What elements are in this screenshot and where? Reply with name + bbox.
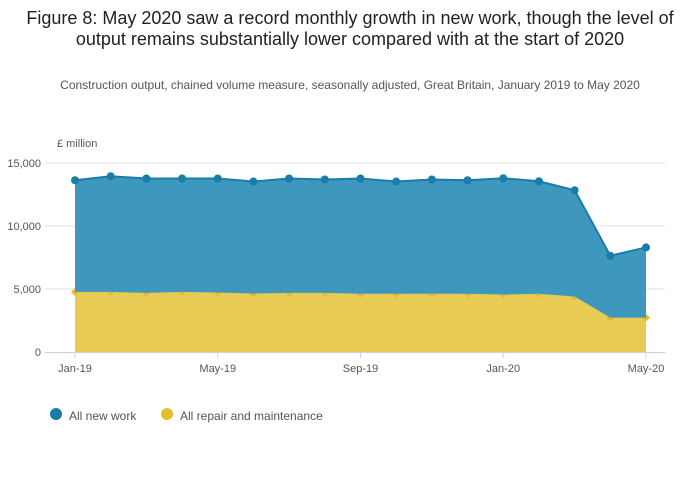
legend-label: All repair and maintenance — [180, 409, 323, 423]
data-point — [249, 177, 258, 186]
data-point — [106, 172, 115, 181]
data-point — [534, 177, 543, 186]
data-point — [356, 174, 365, 183]
y-tick-label: 0 — [35, 347, 41, 359]
data-point — [285, 174, 294, 183]
data-point — [71, 176, 79, 185]
legend-marker — [50, 408, 62, 420]
y-axis-label: £ million — [57, 138, 97, 150]
data-point — [463, 176, 472, 185]
area-new-work — [75, 176, 646, 318]
data-point — [320, 175, 329, 184]
data-point — [142, 174, 151, 183]
data-point — [606, 251, 615, 260]
y-tick-label: 10,000 — [7, 221, 41, 233]
x-tick-label: Sep-19 — [343, 363, 378, 375]
x-tick-label: Jan-19 — [58, 363, 92, 375]
chart-subtitle: Construction output, chained volume meas… — [60, 78, 640, 92]
data-point — [570, 186, 579, 195]
legend-label: All new work — [69, 409, 137, 423]
x-tick-label: May-20 — [628, 363, 665, 375]
y-tick-label: 15,000 — [7, 158, 41, 170]
x-tick-label: Jan-20 — [486, 363, 520, 375]
legend-marker — [161, 408, 173, 420]
area-repair-maintenance — [75, 291, 646, 352]
data-point — [642, 243, 650, 252]
y-tick-label: 5,000 — [13, 284, 41, 296]
data-point — [213, 174, 222, 183]
data-point — [499, 174, 508, 183]
data-point — [427, 175, 436, 184]
data-point — [392, 177, 401, 186]
x-tick-label: May-19 — [199, 363, 236, 375]
data-point — [178, 174, 187, 183]
chart-title: Figure 8: May 2020 saw a record monthly … — [26, 8, 674, 49]
